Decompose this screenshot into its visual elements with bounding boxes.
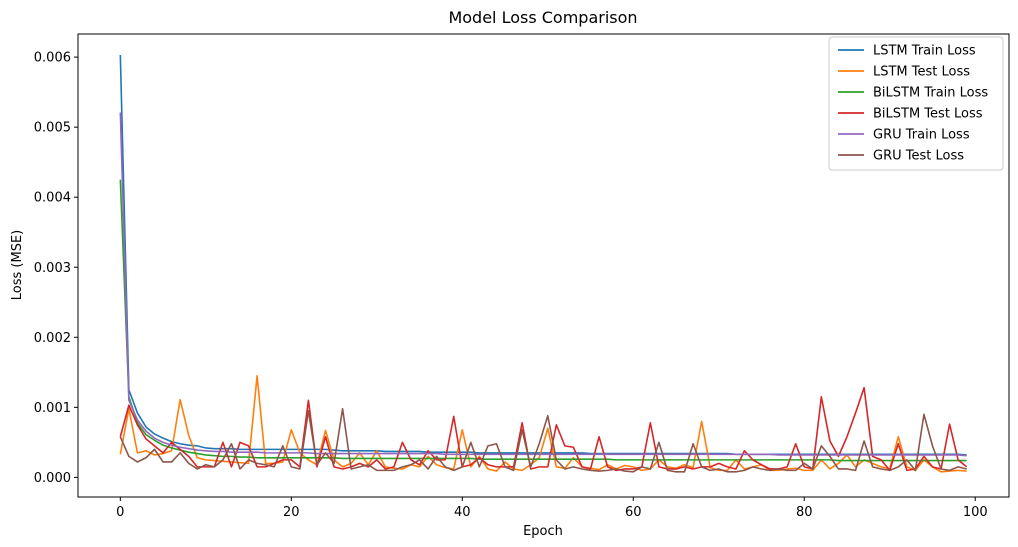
x-tick-label: 0 bbox=[116, 505, 124, 520]
legend-label: LSTM Train Loss bbox=[873, 44, 976, 59]
legend-label: BiLSTM Train Loss bbox=[873, 86, 988, 101]
y-tick-label: 0.006 bbox=[34, 51, 71, 66]
y-tick-label: 0.004 bbox=[34, 191, 71, 206]
legend: LSTM Train Loss LSTM Test Loss BiLSTM Trai… bbox=[828, 36, 1004, 171]
chart-title: Model Loss Comparison bbox=[448, 8, 637, 27]
y-tick-label: 0.001 bbox=[34, 401, 71, 416]
series-line-lstm-test-loss bbox=[119, 375, 967, 473]
legend-label: BiLSTM Test Loss bbox=[873, 107, 983, 122]
series-line-bilstm-train-loss bbox=[119, 179, 967, 462]
legend-label: GRU Test Loss bbox=[873, 149, 964, 164]
x-axis-label: Epoch bbox=[523, 524, 563, 539]
plot-frame bbox=[77, 33, 1010, 498]
series-line-gru-train-loss bbox=[119, 112, 967, 457]
legend-label: GRU Train Loss bbox=[873, 128, 970, 143]
y-tick-label: 0.000 bbox=[34, 471, 71, 486]
y-axis-label: Loss (MSE) bbox=[10, 230, 25, 300]
x-tick-label: 40 bbox=[454, 505, 471, 520]
x-tick-label: 80 bbox=[796, 505, 813, 520]
legend-label: LSTM Test Loss bbox=[873, 65, 970, 80]
series-line-gru-test-loss bbox=[119, 407, 967, 473]
series-layer bbox=[119, 54, 968, 473]
x-tick-label: 60 bbox=[625, 505, 642, 520]
series-line-bilstm-test-loss bbox=[119, 386, 968, 472]
y-tick-label: 0.005 bbox=[34, 121, 71, 136]
y-tick-label: 0.003 bbox=[34, 261, 71, 276]
x-axis: 0 20 40 60 80 100 bbox=[116, 497, 988, 520]
x-tick-label: 20 bbox=[283, 505, 300, 520]
legend-box bbox=[828, 36, 1004, 171]
y-tick-label: 0.002 bbox=[34, 331, 71, 346]
y-axis: 0.000 0.001 0.002 0.003 0.004 0.005 0.006 bbox=[34, 51, 78, 486]
x-tick-label: 100 bbox=[963, 505, 988, 520]
